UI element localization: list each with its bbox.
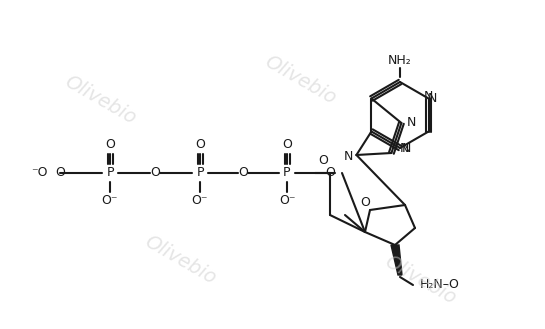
Text: O⁻: O⁻: [102, 194, 118, 208]
Text: O: O: [325, 165, 335, 179]
Text: O: O: [318, 155, 328, 167]
Text: O: O: [360, 195, 370, 209]
Text: P: P: [283, 166, 290, 180]
Text: O⁻: O⁻: [278, 194, 295, 208]
Text: O⁻: O⁻: [192, 194, 208, 208]
Text: O: O: [282, 139, 292, 151]
Text: O: O: [238, 166, 248, 180]
Text: P: P: [196, 166, 204, 180]
Text: O: O: [105, 139, 115, 151]
Text: Olivebio: Olivebio: [261, 52, 339, 108]
Text: N: N: [407, 116, 416, 130]
Text: N: N: [399, 141, 409, 155]
Text: Olivebio: Olivebio: [381, 252, 459, 308]
Text: O: O: [55, 166, 65, 180]
Text: NH₂: NH₂: [388, 54, 412, 66]
Polygon shape: [391, 245, 402, 275]
Text: P: P: [106, 166, 114, 180]
Text: H₂N–O: H₂N–O: [420, 279, 460, 291]
Text: ⁻O: ⁻O: [32, 166, 48, 180]
Text: N: N: [402, 141, 411, 155]
Text: Olivebio: Olivebio: [61, 72, 139, 128]
Text: N: N: [424, 90, 433, 103]
Text: N: N: [344, 150, 353, 164]
Text: Olivebio: Olivebio: [141, 232, 219, 288]
Text: O: O: [195, 139, 205, 151]
Text: O: O: [150, 166, 160, 180]
Text: N: N: [428, 92, 437, 105]
